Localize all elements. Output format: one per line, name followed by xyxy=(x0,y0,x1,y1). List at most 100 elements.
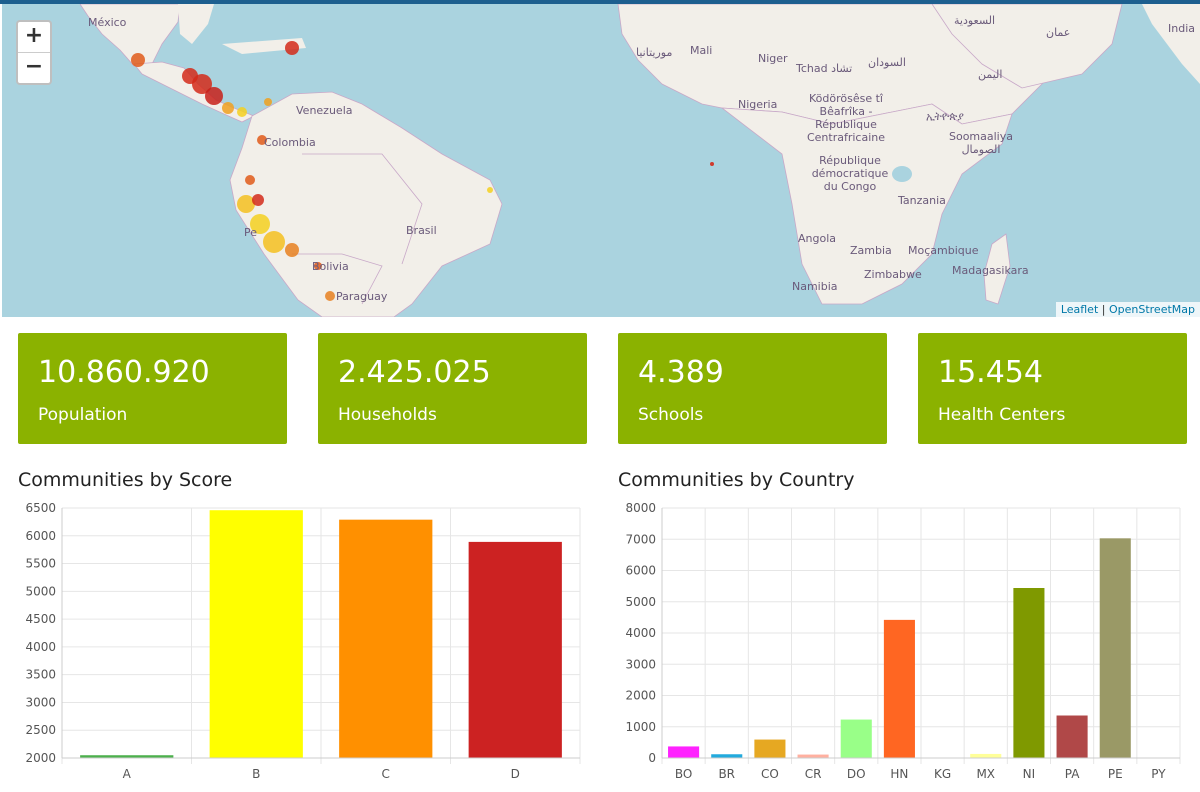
map-label: Ködörösêse tî Bêafrîka - République Cent… xyxy=(806,92,886,144)
country-chart-svg: 0 1000 2000 3000 4000 5000 6000 7000 8000 BO BR CO C… xyxy=(625,501,1181,781)
bar-mx[interactable] xyxy=(970,753,1002,758)
x-tick-label: BO xyxy=(675,767,692,781)
x-tick-label: KG xyxy=(934,767,951,781)
stat-card-health-centers: 15.454 Health Centers xyxy=(918,333,1187,444)
map-label: México xyxy=(88,16,127,29)
map-label: Venezuela xyxy=(296,104,353,117)
map-label: Zambia xyxy=(850,244,892,257)
x-tick-label: DO xyxy=(847,767,866,781)
map-tiles xyxy=(79,4,1200,317)
community-markers xyxy=(131,41,714,301)
bar-pe[interactable] xyxy=(1099,538,1131,758)
y-tick-label: 6500 xyxy=(25,501,56,515)
y-tick-label: 3000 xyxy=(25,695,56,709)
y-tick-label: 5500 xyxy=(25,557,56,571)
map-label: République démocratique du Congo xyxy=(811,154,889,193)
x-tick-label: HN xyxy=(890,767,908,781)
map-label: Namibia xyxy=(792,280,838,293)
x-tick-label: NI xyxy=(1023,767,1036,781)
stat-value: 10.860.920 xyxy=(38,355,210,390)
stat-label: Households xyxy=(338,405,437,425)
map-label: Nigeria xyxy=(738,98,778,111)
map-label: Angola xyxy=(798,232,837,245)
map-label: السودان xyxy=(868,56,906,69)
map-label: Paraguay xyxy=(336,290,388,303)
x-tick-label: D xyxy=(511,767,520,781)
bar-d[interactable] xyxy=(468,541,562,758)
map-label: موريتانيا xyxy=(636,46,673,59)
stat-label: Schools xyxy=(638,405,704,425)
x-tick-label: CO xyxy=(761,767,779,781)
x-tick-label: PE xyxy=(1108,767,1123,781)
stat-value: 2.425.025 xyxy=(338,355,491,390)
bar-cr[interactable] xyxy=(797,754,829,758)
y-tick-label: 4000 xyxy=(25,640,56,654)
stat-card-schools: 4.389 Schools xyxy=(618,333,887,444)
map[interactable]: México Venezuela Colombia Brasil Bolivia… xyxy=(2,4,1200,317)
map-label: السعودية xyxy=(954,14,996,27)
bar-ni[interactable] xyxy=(1013,588,1045,758)
bar-pa[interactable] xyxy=(1056,715,1088,759)
x-tick-label: CR xyxy=(805,767,822,781)
y-tick-label: 6000 xyxy=(25,529,56,543)
map-label: Soomaaliya الصومال xyxy=(948,130,1013,156)
y-tick-label: 7000 xyxy=(625,532,656,546)
y-tick-label: 5000 xyxy=(625,595,656,609)
map-label: Tanzania xyxy=(898,194,946,207)
x-tick-label: MX xyxy=(976,767,995,781)
stat-label: Health Centers xyxy=(938,405,1066,425)
map-label: Madagasikara xyxy=(952,264,1029,277)
country-chart: 0 1000 2000 3000 4000 5000 6000 7000 8000 BO BR CO C… xyxy=(618,498,1188,792)
map-label: Brasil xyxy=(406,224,437,237)
map-label: Bolivia xyxy=(312,260,349,273)
map-label: Moçambique xyxy=(908,244,979,257)
map-label: اليمن xyxy=(978,68,1003,81)
y-tick-label: 0 xyxy=(648,751,656,765)
score-chart-svg: 2000 2500 3000 3500 4000 4500 5000 5500 6000 6500… xyxy=(25,501,581,781)
y-tick-label: 2000 xyxy=(625,689,656,703)
y-tick-label: 6000 xyxy=(625,564,656,578)
x-tick-label: BR xyxy=(718,767,735,781)
bar-c[interactable] xyxy=(339,519,433,758)
y-tick-label: 3500 xyxy=(25,668,56,682)
bar-bo[interactable] xyxy=(668,746,700,758)
map-label: Pe xyxy=(244,226,258,239)
bar-br[interactable] xyxy=(711,754,743,758)
y-tick-label: 2500 xyxy=(25,723,56,737)
stat-value: 15.454 xyxy=(938,355,1043,390)
stat-value: 4.389 xyxy=(638,355,724,390)
y-tick-label: 2000 xyxy=(25,751,56,765)
map-attribution: Leaflet | OpenStreetMap xyxy=(1055,302,1200,317)
x-tick-label: C xyxy=(382,767,390,781)
map-label: Colombia xyxy=(264,136,316,149)
map-label: Niger xyxy=(758,52,788,65)
stat-card-households: 2.425.025 Households xyxy=(318,333,587,444)
x-tick-label: A xyxy=(123,767,132,781)
x-tick-label: B xyxy=(252,767,260,781)
openstreetmap-link[interactable]: OpenStreetMap xyxy=(1108,303,1195,316)
bar-co[interactable] xyxy=(754,739,786,758)
score-chart-title: Communities by Score xyxy=(18,469,233,491)
map-label: Zimbabwe xyxy=(864,268,922,281)
y-tick-label: 8000 xyxy=(625,501,656,515)
x-tick-label: PY xyxy=(1151,767,1166,781)
y-tick-label: 4500 xyxy=(25,612,56,626)
bar-b[interactable] xyxy=(209,510,303,758)
bar-a[interactable] xyxy=(80,755,174,758)
map-label: عمان xyxy=(1046,26,1071,39)
zoom-in-button[interactable]: + xyxy=(18,22,50,53)
y-tick-label: 3000 xyxy=(625,657,656,671)
map-label: India xyxy=(1168,22,1195,35)
score-chart: 2000 2500 3000 3500 4000 4500 5000 5500 6000 6500… xyxy=(18,498,588,792)
bar-do[interactable] xyxy=(840,719,872,758)
bar-hn[interactable] xyxy=(883,619,915,758)
map-label: Mali xyxy=(690,44,713,57)
leaflet-link[interactable]: Leaflet xyxy=(1060,303,1099,316)
y-tick-label: 4000 xyxy=(625,626,656,640)
top-bar xyxy=(0,0,1200,4)
stat-card-population: 10.860.920 Population xyxy=(18,333,287,444)
zoom-out-button[interactable]: − xyxy=(24,54,44,79)
map-label: ኢትዮጵያ xyxy=(926,110,964,123)
y-tick-label: 1000 xyxy=(625,720,656,734)
attribution-separator: | xyxy=(1098,303,1109,316)
